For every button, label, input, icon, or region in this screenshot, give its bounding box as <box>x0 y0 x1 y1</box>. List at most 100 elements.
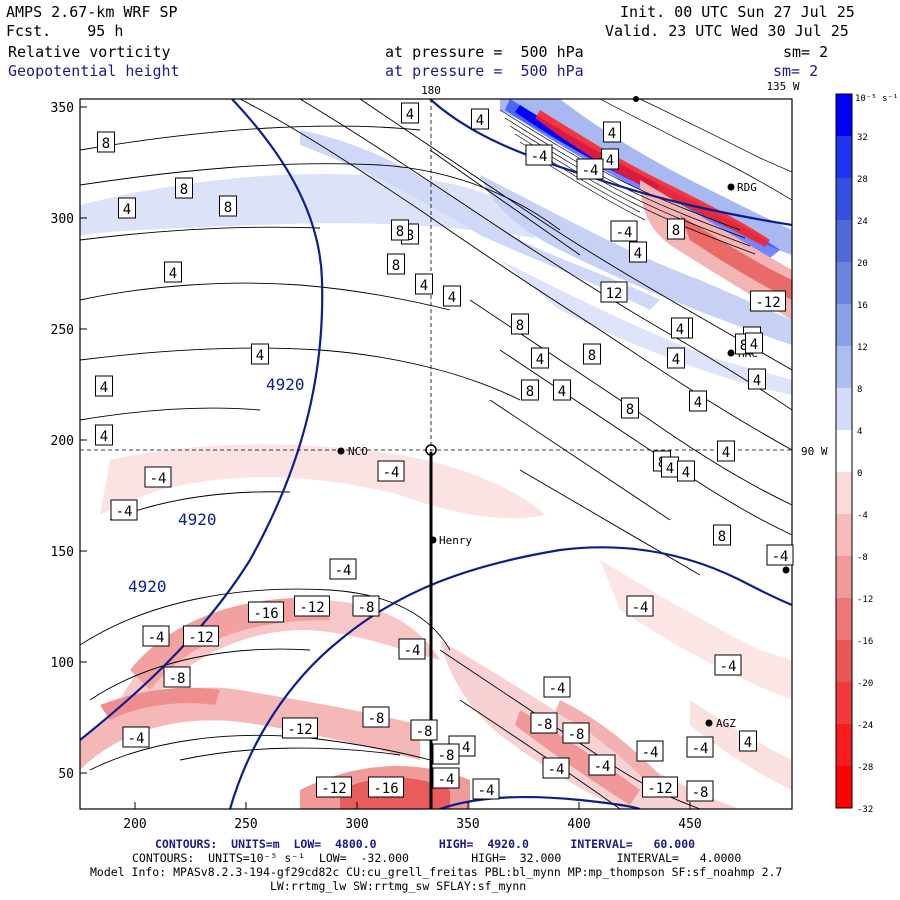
svg-text:-4: -4 <box>616 225 633 241</box>
svg-text:8: 8 <box>392 258 400 274</box>
svg-text:-4: -4 <box>632 600 649 616</box>
colorbar-label: 32 <box>857 133 868 143</box>
svg-text:4: 4 <box>420 278 428 294</box>
pressure-vorticity: at pressure = 500 hPa <box>385 43 584 61</box>
svg-text:-4: -4 <box>335 563 352 579</box>
svg-text:-4: -4 <box>438 772 455 788</box>
vorticity-label: 8 <box>97 131 115 153</box>
vorticity-label: 4 <box>667 347 685 369</box>
vorticity-label: -4 <box>142 625 170 647</box>
vorticity-label: -4 <box>122 726 150 748</box>
colorbar-swatch <box>836 136 852 179</box>
vorticity-label: -16 <box>248 601 284 623</box>
vorticity-label: 8 <box>391 219 409 241</box>
vorticity-label: 8 <box>667 218 685 240</box>
svg-text:-4: -4 <box>531 149 548 165</box>
vorticity-label: -4 <box>398 638 426 660</box>
colorbar-swatch <box>836 430 852 473</box>
vorticity-label: 8 <box>521 379 539 401</box>
valid-time: Valid. 23 UTC Wed 30 Jul 25 <box>605 22 849 40</box>
svg-text:8: 8 <box>102 136 110 152</box>
smoothing-vorticity: sm= 2 <box>783 43 829 61</box>
footer-height-contours: CONTOURS: UNITS=m LOW= 4800.0 HIGH= 4920… <box>155 837 696 851</box>
svg-text:-4: -4 <box>594 759 611 775</box>
y-tick: 100 <box>51 656 74 671</box>
y-tick: 150 <box>51 545 74 560</box>
svg-text:-4: -4 <box>548 762 565 778</box>
vorticity-label: 4 <box>748 368 766 390</box>
vorticity-label: 4 <box>531 347 549 369</box>
colorbar-label: 16 <box>857 301 868 311</box>
svg-text:4: 4 <box>666 461 674 477</box>
colorbar-swatch <box>836 472 852 515</box>
svg-text:-12: -12 <box>321 781 346 797</box>
vorticity-label: 12 <box>600 281 628 303</box>
svg-text:4: 4 <box>750 337 758 353</box>
colorbar-swatch <box>836 220 852 263</box>
vorticity-label: -4 <box>610 220 638 242</box>
svg-text:-4: -4 <box>772 549 789 565</box>
svg-text:-12: -12 <box>647 781 672 797</box>
y-tick: 200 <box>51 434 74 449</box>
x-tick: 450 <box>678 817 701 832</box>
svg-text:4: 4 <box>536 352 544 368</box>
vorticity-label: 4 <box>443 285 461 307</box>
svg-text:4: 4 <box>608 126 616 142</box>
smoothing-height: sm= 2 <box>773 62 819 80</box>
vorticity-label: -16 <box>368 776 404 798</box>
footer-radiation-info: LW:rrtmg_lw SW:rrtmg_sw SFLAY:sf_mynn <box>270 879 527 893</box>
vorticity-label: -4 <box>714 654 742 676</box>
svg-text:4: 4 <box>753 373 761 389</box>
vorticity-label: -4 <box>525 144 553 166</box>
svg-text:12: 12 <box>606 286 623 302</box>
svg-text:4: 4 <box>256 348 264 364</box>
vorticity-label: -4 <box>543 676 571 698</box>
svg-text:-4: -4 <box>692 741 709 757</box>
vorticity-label: -8 <box>410 719 438 741</box>
colorbar-swatch <box>836 178 852 221</box>
height-label: 4920 <box>266 375 305 394</box>
svg-text:8: 8 <box>626 402 634 418</box>
vorticity-label: -8 <box>163 666 191 688</box>
vorticity-label: 4 <box>739 730 757 752</box>
vorticity-label: -8 <box>362 706 390 728</box>
svg-text:4: 4 <box>682 465 690 481</box>
svg-text:8: 8 <box>526 384 534 400</box>
svg-text:-4: -4 <box>116 504 133 520</box>
colorbar-swatch <box>836 388 852 431</box>
vorticity-label: -4 <box>686 736 714 758</box>
vorticity-label: -12 <box>282 717 318 739</box>
svg-text:8: 8 <box>588 348 596 364</box>
vorticity-label: 4 <box>401 102 419 124</box>
x-tick: 250 <box>234 817 257 832</box>
svg-text:4: 4 <box>676 322 684 338</box>
vorticity-label: 4 <box>717 440 735 462</box>
vorticity-shading <box>80 99 792 809</box>
x-tick-labels: 200 250 300 350 400 450 <box>123 817 701 832</box>
x-tick: 200 <box>123 817 146 832</box>
vorticity-label: 8 <box>713 524 731 546</box>
vorticity-label: 4 <box>164 261 182 283</box>
svg-text:-4: -4 <box>582 163 599 179</box>
vorticity-label: 4 <box>471 108 489 130</box>
colorbar: 32 28 24 20 16 12 8 4 0 -4 -8 -12 -16 -20 -24 -28 -32 <box>835 93 873 815</box>
vorticity-label: -4 <box>329 558 357 580</box>
vorticity-label: -8 <box>562 722 590 744</box>
vorticity-label: -4 <box>542 757 570 779</box>
colorbar-label: -24 <box>857 721 873 731</box>
vorticity-label: 8 <box>583 343 601 365</box>
vorticity-label: 4 <box>601 148 619 170</box>
svg-text:4: 4 <box>100 429 108 445</box>
colorbar-swatch <box>836 598 852 641</box>
svg-text:8: 8 <box>672 223 680 239</box>
lon-label-180: 180 <box>421 84 441 97</box>
colorbar-label: -8 <box>857 553 868 563</box>
vorticity-label: -12 <box>183 625 219 647</box>
svg-text:-4: -4 <box>642 745 659 761</box>
model-title: AMPS 2.67-km WRF SP <box>6 3 178 21</box>
colorbar-label: 20 <box>857 259 868 269</box>
svg-text:-12: -12 <box>299 600 324 616</box>
svg-text:4: 4 <box>406 107 414 123</box>
vorticity-label: 4 <box>95 424 113 446</box>
forecast-hour: Fcst. 95 h <box>6 22 124 40</box>
